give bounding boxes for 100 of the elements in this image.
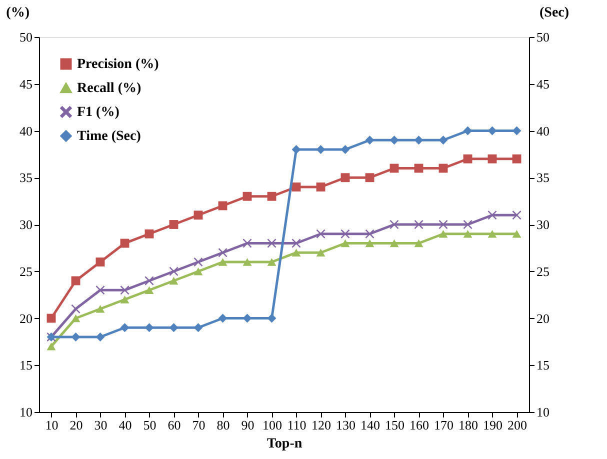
y-tick-label: 25	[20, 264, 32, 279]
y-tick-label: 30	[20, 217, 32, 232]
point	[292, 248, 301, 256]
point	[169, 220, 178, 229]
point	[414, 136, 424, 145]
point	[242, 258, 252, 266]
point	[365, 229, 374, 238]
point	[144, 286, 154, 294]
point	[438, 230, 448, 238]
legend-label: F1 (%)	[77, 105, 120, 120]
point	[218, 201, 228, 210]
y2-tick-label: 35	[536, 170, 550, 186]
point	[120, 323, 130, 332]
point	[96, 258, 105, 266]
y2-tick-label: 40	[536, 123, 550, 138]
point	[512, 154, 522, 164]
y-tick-label: 15	[20, 358, 32, 373]
y-tick-label: 35	[20, 170, 32, 186]
point	[218, 248, 228, 258]
legend-label: Time (Sec)	[77, 129, 142, 144]
y-tick-label: 10	[20, 404, 32, 420]
point	[96, 286, 105, 295]
x-tick-label: 110	[287, 418, 306, 432]
x-tick-label: 160	[410, 418, 429, 432]
point	[267, 192, 276, 201]
point	[316, 248, 326, 256]
point	[414, 220, 424, 229]
point	[46, 342, 56, 350]
point	[218, 258, 228, 266]
legend-label: Recall (%)	[77, 81, 142, 96]
x-tick-label: 130	[336, 418, 356, 432]
point	[340, 239, 350, 248]
y2-tick-label: 20	[536, 310, 550, 326]
point	[144, 323, 154, 332]
y2-tick-label: 50	[536, 30, 550, 44]
point	[194, 210, 203, 220]
point	[169, 276, 178, 285]
point	[194, 268, 203, 276]
x-tick-label: 150	[385, 418, 404, 432]
point	[438, 136, 448, 145]
x-tick-label: 80	[216, 418, 230, 432]
x-tick-label: 40	[118, 418, 132, 432]
x-axis-title: Top-n	[266, 436, 302, 452]
point	[365, 173, 374, 182]
point	[120, 296, 130, 304]
point	[390, 239, 399, 248]
point	[390, 164, 399, 173]
point	[365, 239, 374, 248]
point	[316, 182, 326, 192]
x-tick-label: 70	[192, 418, 206, 432]
x-tick-label: 100	[262, 418, 282, 432]
point	[463, 220, 472, 229]
point	[463, 230, 472, 238]
point	[316, 145, 326, 154]
point	[71, 304, 80, 314]
point	[438, 220, 448, 229]
point	[488, 154, 497, 164]
point	[340, 173, 350, 182]
point	[340, 229, 350, 238]
point	[144, 229, 154, 238]
x-tick-label: 90	[241, 418, 254, 432]
point	[292, 182, 301, 192]
y-axis-title: (%)	[6, 6, 30, 20]
y-tick-label: 45	[20, 76, 32, 92]
point	[194, 258, 203, 266]
x-tick-label: 140	[360, 418, 380, 432]
point	[194, 323, 203, 332]
point	[71, 332, 80, 342]
point	[71, 314, 80, 322]
point	[120, 286, 130, 295]
x-tick-label: 190	[483, 418, 502, 432]
point	[316, 229, 326, 238]
point	[96, 332, 105, 342]
x-tick-label: 120	[312, 418, 331, 432]
point	[488, 230, 497, 238]
point	[120, 238, 130, 248]
y2-tick-label: 25	[536, 264, 550, 279]
point	[365, 136, 374, 145]
legend-label: Precision (%)	[77, 57, 160, 72]
x-tick-label: 10	[45, 418, 58, 432]
x-tick-label: 50	[143, 418, 156, 432]
point	[169, 323, 178, 332]
point	[512, 230, 522, 238]
point	[46, 314, 56, 323]
y-tick-label: 40	[20, 123, 32, 138]
x-tick-label: 180	[458, 418, 478, 432]
point	[390, 220, 399, 229]
point	[414, 164, 424, 173]
point	[414, 239, 424, 248]
point	[463, 154, 472, 164]
x-tick-label: 200	[508, 418, 527, 432]
y2-tick-label: 45	[536, 76, 550, 92]
point	[71, 276, 80, 286]
point	[438, 164, 448, 173]
point	[390, 136, 399, 145]
x-tick-label: 20	[70, 418, 83, 432]
point	[267, 258, 276, 266]
x-tick-label: 170	[434, 418, 454, 432]
point	[242, 192, 252, 201]
point	[169, 266, 178, 276]
